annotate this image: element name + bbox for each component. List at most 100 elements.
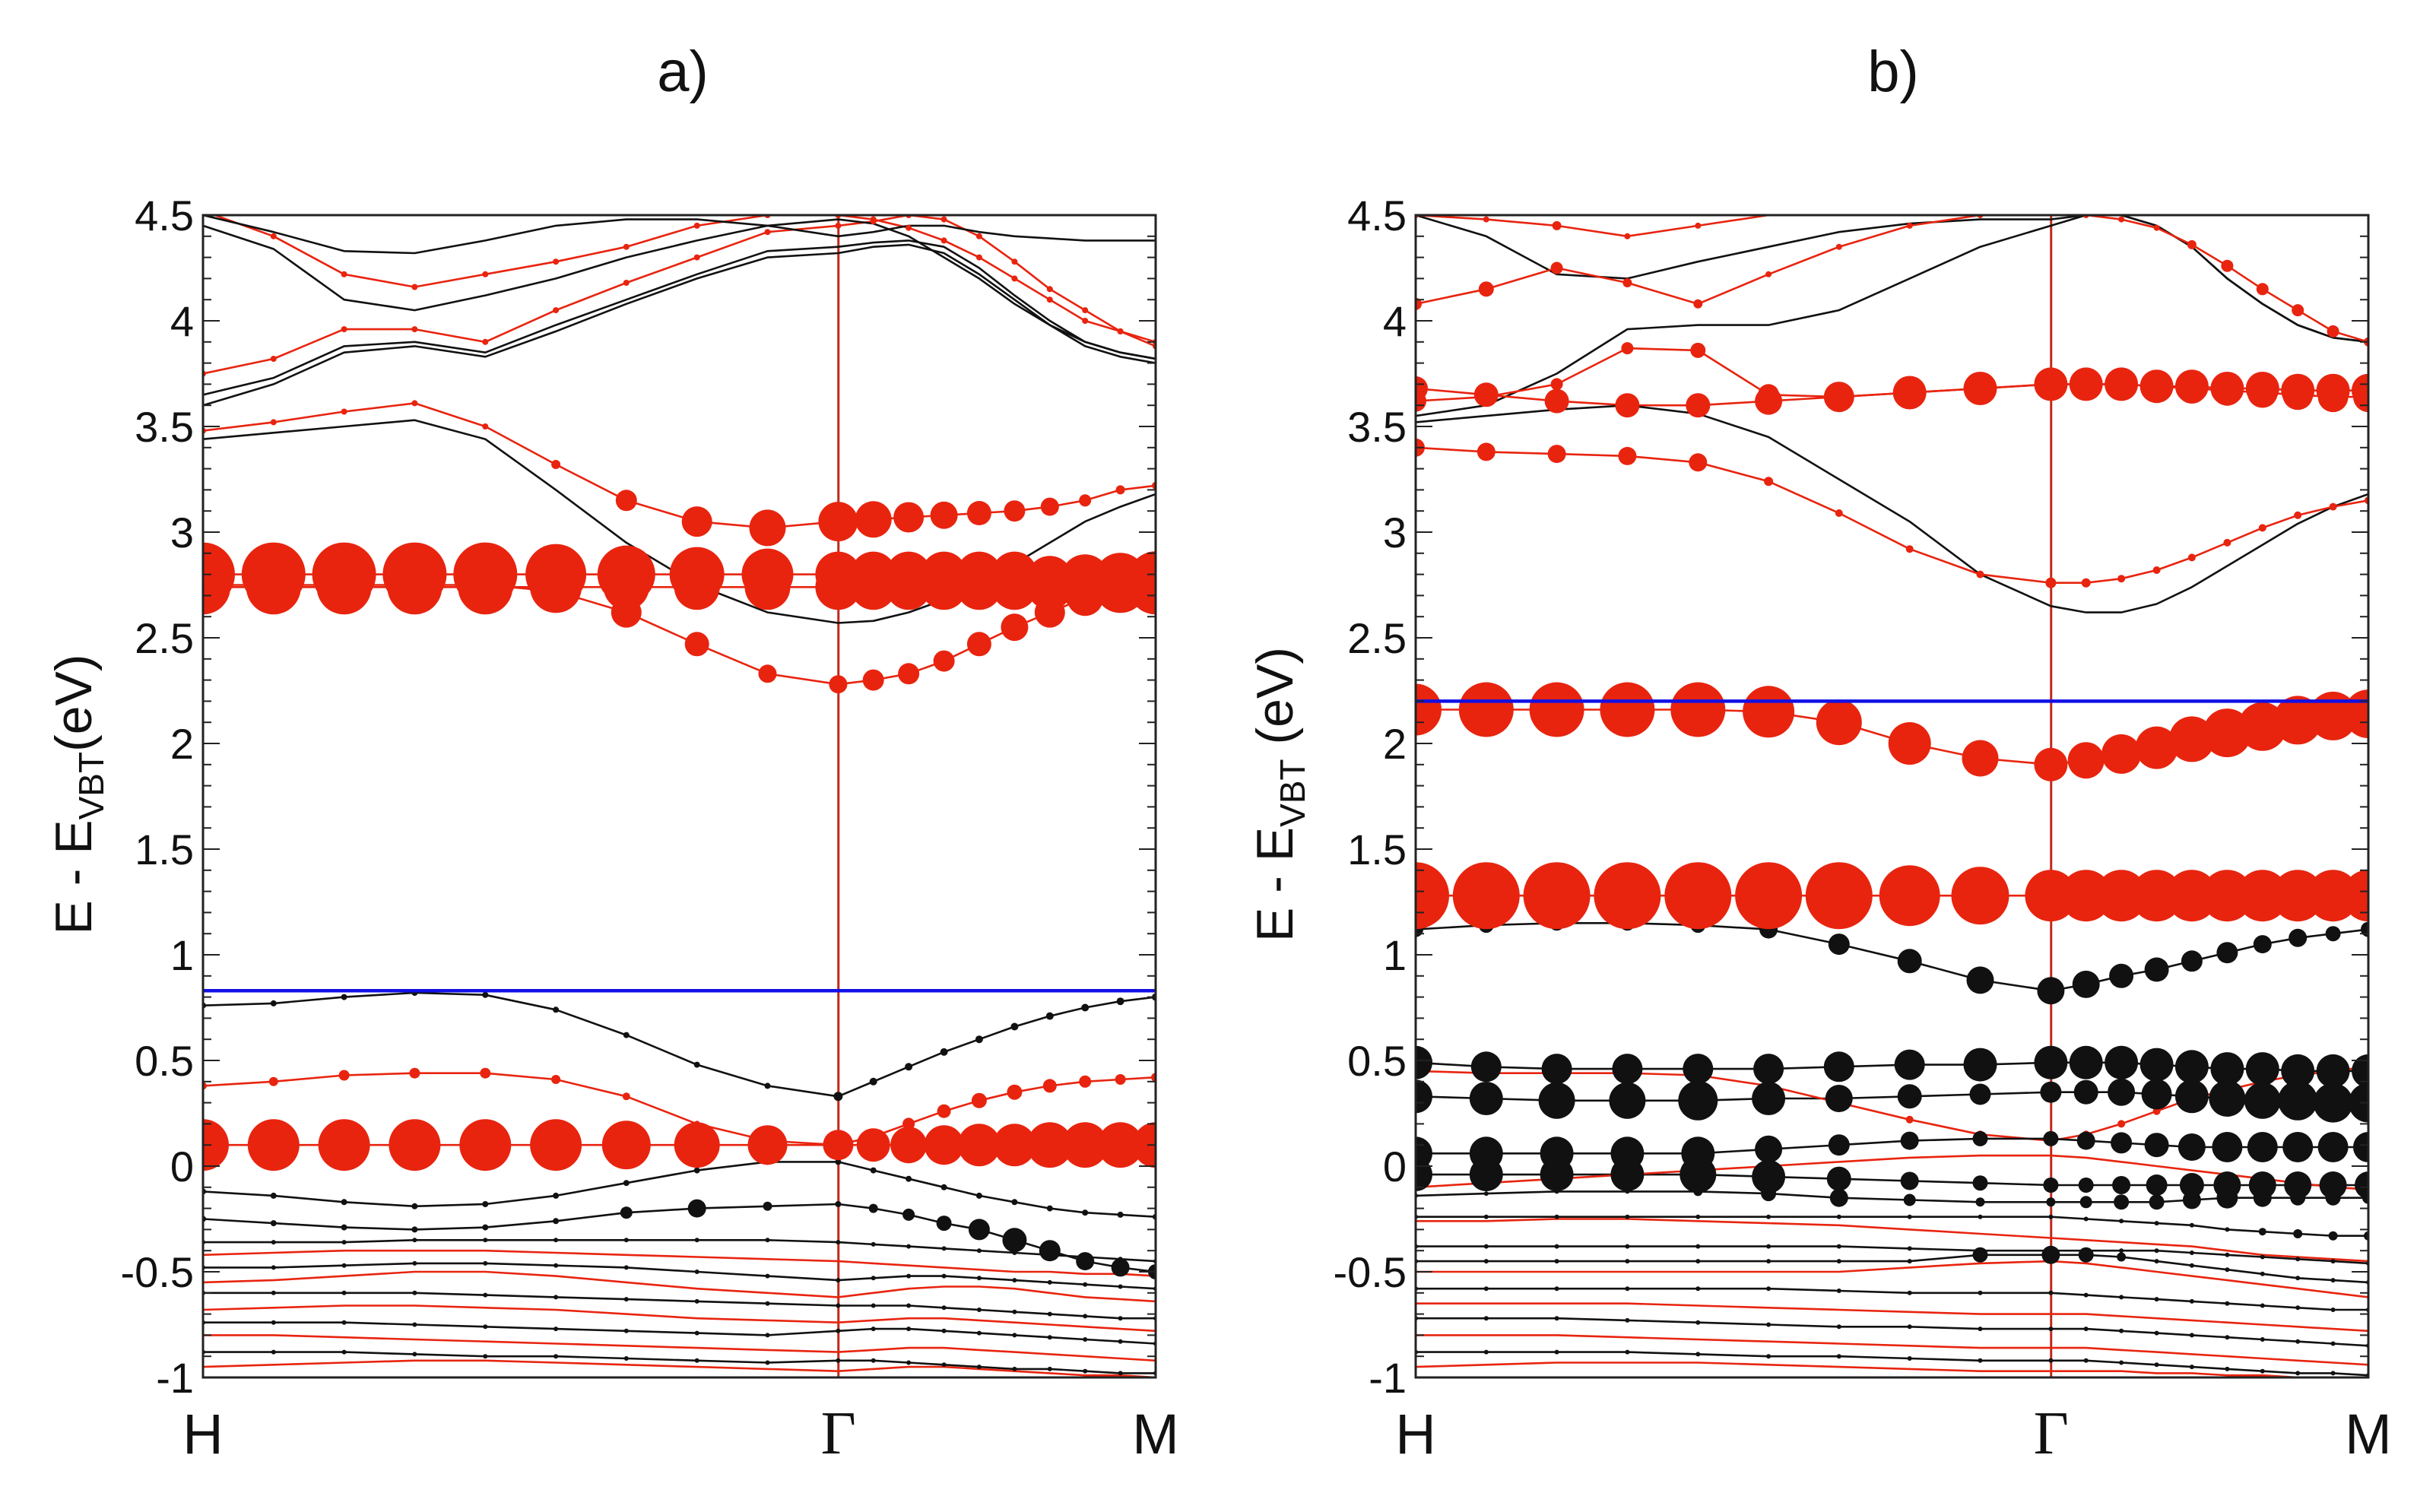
panel-b-band-point-7-17 [2329, 502, 2337, 511]
panel-b-band-line-26 [1416, 1334, 2368, 1366]
panel-a-band-point-13-6 [601, 1121, 651, 1170]
panel-b-y-axis-label: E - EVBT (eV) [1246, 647, 1312, 942]
panel-a-band-line-17 [203, 1249, 1156, 1277]
panel-b-band-point-25-7 [1907, 1324, 1912, 1330]
panel-a-band-point-24-1 [271, 1349, 276, 1355]
panel-a-band-point-20-13 [976, 1308, 982, 1312]
panel-a-ytick-label: 1.5 [135, 826, 194, 873]
panel-a-band-point-18-4 [483, 1260, 488, 1266]
panel-b-band-markers [1416, 215, 2368, 1377]
panel-b-band-point-2-17 [2327, 325, 2339, 338]
panel-a-band-point-12-3 [409, 1067, 420, 1079]
panel-b-band-point-9-18 [2342, 870, 2368, 922]
panel-a-band-point-13-16 [1062, 1122, 1109, 1168]
panel-b-band-point-18-12 [2154, 1221, 2159, 1226]
panel-a-band-point-22-7 [694, 1330, 699, 1336]
panel-b-band-point-14-6 [1828, 1134, 1850, 1156]
panel-a-band-point-20-9 [836, 1303, 841, 1308]
panel-a-band-point-24-4 [483, 1354, 488, 1359]
panel-a-band-point-0-8 [764, 229, 771, 236]
panel-a-band-point-24-13 [976, 1365, 982, 1370]
panel-b-band-point-8-13 [2168, 716, 2215, 762]
panel-b-band-point-15-17 [2319, 1171, 2347, 1199]
panel-a-band-point-24-8 [765, 1360, 770, 1365]
panel-b-band-point-8-16 [2273, 696, 2323, 745]
panel-b-band-point-10-17 [2325, 926, 2341, 942]
panel-b-band-point-2-13 [2187, 239, 2197, 249]
panel-b-kpoint-label-m: M [2345, 1403, 2392, 1466]
panel-a-band-point-24-16 [1083, 1368, 1088, 1374]
panel-b-band-point-12-4 [1678, 1080, 1718, 1121]
panel-b-ytick-label: 1 [1383, 931, 1407, 979]
panel-b-band-point-23-7 [1907, 1290, 1912, 1295]
panel-a-band-point-18-10 [871, 1276, 876, 1281]
panel-a-band-point-8-8 [741, 548, 794, 601]
panel-a-band-point-10-7 [684, 632, 709, 657]
panel-b-band-point-18-11 [2119, 1219, 2124, 1224]
panel-b-band-point-14-13 [2178, 1133, 2206, 1161]
panel-a-band-point-0-16 [1082, 307, 1089, 314]
panel-a-band-point-12-16 [1079, 1075, 1092, 1088]
panel-b-plot-frame [1414, 214, 2370, 1379]
panel-a-plot-frame [201, 214, 1157, 1379]
panel-a-band-point-15-4 [482, 1224, 489, 1231]
panel-a-band-point-10-10 [862, 669, 884, 691]
panel-b-band-point-8-7 [1888, 722, 1931, 765]
panel-b-band-point-18-14 [2225, 1227, 2230, 1232]
panel-a-band-point-11-15 [1045, 1012, 1054, 1020]
panel-a-band-point-13-9 [823, 1130, 854, 1161]
panel-b-band-point-18-8 [1978, 1214, 1983, 1219]
panel-a-band-point-14-13 [975, 1192, 982, 1199]
panel-a-band-point-14-10 [870, 1167, 877, 1174]
panel-a-band-point-15-10 [868, 1203, 878, 1213]
panel-a-band-point-6-5 [551, 460, 561, 469]
panel-b-band-point-12-11 [2108, 1078, 2136, 1106]
panel-a-band-point-14-11 [906, 1175, 912, 1182]
panel-a-band-point-13-13 [957, 1124, 1001, 1167]
panel-b-band-point-18-10 [2083, 1216, 2089, 1222]
panel-b-band-point-12-5 [1752, 1082, 1786, 1115]
panel-a-band-point-11-10 [869, 1077, 877, 1086]
panel-b-band-point-9-2 [1523, 862, 1591, 930]
panel-b-band-point-23-4 [1695, 1286, 1701, 1292]
panel-a-band-line-21 [203, 1304, 1156, 1333]
panel-b-band-point-11-14 [2210, 1052, 2244, 1086]
panel-a-band-point-9-11 [886, 564, 932, 610]
panel-b-band-point-15-4 [1680, 1156, 1717, 1193]
panel-b-band-line-1 [1416, 215, 2368, 417]
panel-a-band-point-12-17 [1115, 1074, 1126, 1085]
panel-b-band-point-17-7 [1903, 1193, 1916, 1206]
panel-a-band-point-0-12 [940, 216, 947, 223]
panel-b-band-point-21-9 [2041, 1245, 2060, 1264]
panel-a-band-point-22-5 [553, 1327, 559, 1332]
panel-b-band-point-20-11 [2119, 1248, 2124, 1254]
panel-b-band-point-8-9 [2034, 747, 2068, 781]
panel-b-band-point-18-1 [1483, 1214, 1489, 1219]
panel-b-ytick-label: 3.5 [1347, 403, 1407, 451]
panel-a-band-point-16-11 [906, 1244, 912, 1249]
panel-a-band-point-6-8 [749, 509, 786, 547]
panel-b-frame [1414, 214, 2370, 1379]
panel-a-band-point-18-6 [623, 1265, 629, 1270]
panel-b-band-point-11-5 [1753, 1054, 1784, 1085]
panel-a-band-point-8-3 [382, 542, 447, 607]
panel-b-band-point-10-15 [2253, 935, 2272, 954]
panel-b-band-point-4-5 [1755, 387, 1783, 415]
panel-a-band-point-13-4 [459, 1119, 512, 1171]
panel-b-band-point-12-2 [1538, 1082, 1575, 1119]
panel-a-ytick-label: -1 [156, 1354, 194, 1402]
panel-a-band-point-24-12 [941, 1362, 947, 1368]
panel-a-ytick-label: 4.5 [135, 192, 194, 239]
panel-b-band-point-9-13 [2165, 870, 2218, 922]
panel-b-band-point-7-12 [2152, 566, 2161, 574]
panel-a-band-point-24-6 [623, 1356, 629, 1361]
panel-b-band-point-4-10 [2069, 367, 2103, 401]
panel-b-band-point-11-17 [2316, 1054, 2350, 1088]
panel-b-band-point-21-3 [1625, 1259, 1630, 1264]
panel-a-band-point-1-14 [1011, 275, 1018, 282]
panel-b-band-point-14-12 [2144, 1133, 2169, 1158]
panel-a-band-point-20-2 [341, 1290, 347, 1295]
panel-a-band-point-22-13 [976, 1330, 982, 1336]
panel-b-band-point-18-6 [1836, 1214, 1841, 1219]
